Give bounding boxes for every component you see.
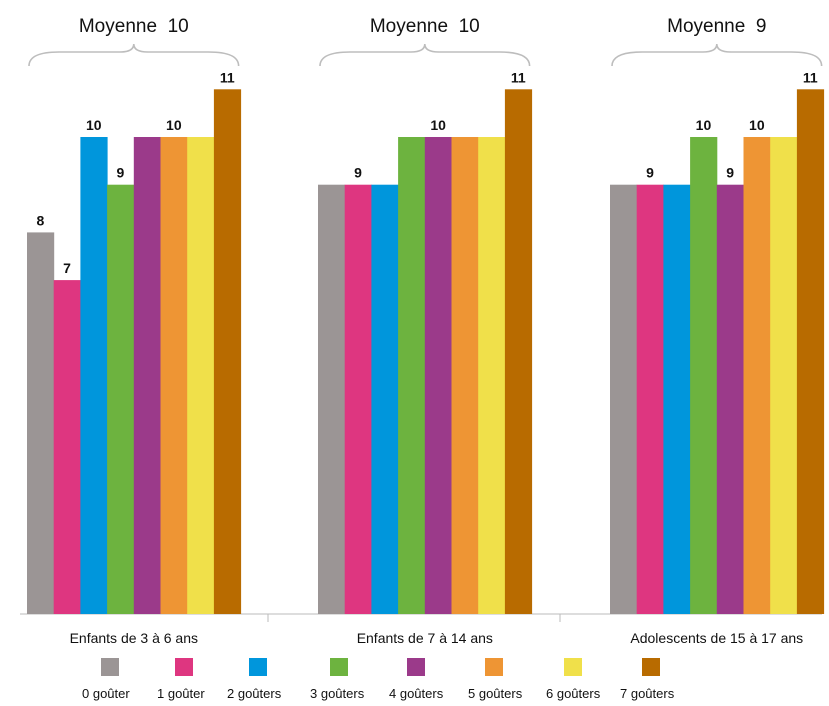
bar-5-goûters <box>743 137 771 614</box>
bar-1-goûter <box>53 280 81 614</box>
data-label: 10 <box>430 117 446 133</box>
legend-item: 0 goûter <box>0 656 130 706</box>
bar-1-goûter <box>344 184 372 614</box>
category-label: Adolescents de 15 à 17 ans <box>630 630 803 646</box>
legend-label: 3 goûters <box>310 686 365 701</box>
data-label: 10 <box>166 117 182 133</box>
legend-label: 1 goûter <box>157 686 205 701</box>
bar-7-goûters <box>796 89 825 615</box>
data-label: 9 <box>354 165 362 181</box>
bar-4-goûters <box>716 184 744 614</box>
category-label: Enfants de 3 à 6 ans <box>70 630 198 646</box>
bar-3-goûters <box>690 137 718 614</box>
bar-6-goûters <box>478 137 506 614</box>
data-label: 9 <box>117 165 125 181</box>
group-brace <box>611 43 823 67</box>
bar-5-goûters <box>451 137 479 614</box>
group-header: Moyenne 10 <box>370 16 480 37</box>
legend-label: 7 goûters <box>620 686 675 701</box>
data-label: 9 <box>726 165 734 181</box>
legend-swatch <box>564 658 582 676</box>
data-label: 8 <box>36 212 44 228</box>
data-label: 9 <box>646 165 654 181</box>
legend-item: 3 goûters <box>0 656 364 706</box>
legend-label: 0 goûter <box>82 686 130 701</box>
legend-item: 5 goûters <box>0 656 522 706</box>
bar-6-goûters <box>770 137 798 614</box>
legend-item: 6 goûters <box>0 656 600 706</box>
data-label: 10 <box>86 117 102 133</box>
group-brace <box>319 43 531 67</box>
bar-6-goûters <box>187 137 215 614</box>
data-label: 11 <box>511 69 526 85</box>
legend-label: 4 goûters <box>389 686 444 701</box>
legend-label: 6 goûters <box>546 686 601 701</box>
legend-swatch <box>101 658 119 676</box>
data-label: 11 <box>220 69 235 85</box>
group-header: Moyenne 9 <box>667 16 766 37</box>
legend-swatch <box>249 658 267 676</box>
legend-swatch <box>407 658 425 676</box>
legend-item: 7 goûters <box>0 656 674 706</box>
bar-0-goûter <box>318 184 346 614</box>
group-header: Moyenne 10 <box>79 16 189 37</box>
group-brace <box>28 43 240 67</box>
legend-item: 1 goûter <box>0 656 205 706</box>
bar-5-goûters <box>160 137 188 614</box>
bar-7-goûters <box>504 89 533 615</box>
bar-4-goûters <box>133 137 161 614</box>
legend-item: 4 goûters <box>0 656 443 706</box>
bar-4-goûters <box>424 137 452 614</box>
bar-0-goûter <box>27 232 55 614</box>
legend: 0 goûter 1 goûter 2 goûters 3 goûters 4 goût… <box>0 656 829 706</box>
legend-swatch <box>485 658 503 676</box>
bar-3-goûters <box>107 184 135 614</box>
bar-7-goûters <box>213 89 242 615</box>
legend-label: 5 goûters <box>468 686 523 701</box>
legend-label: 2 goûters <box>227 686 282 701</box>
bar-2-goûters <box>371 184 399 614</box>
bar-0-goûter <box>610 184 638 614</box>
bar-3-goûters <box>398 137 426 614</box>
legend-swatch <box>175 658 193 676</box>
bar-1-goûter <box>636 184 664 614</box>
category-label: Enfants de 7 à 14 ans <box>357 630 493 646</box>
data-label: 7 <box>63 260 71 276</box>
legend-item: 2 goûters <box>0 656 281 706</box>
data-label: 10 <box>696 117 712 133</box>
data-label: 10 <box>749 117 765 133</box>
bar-2-goûters <box>80 137 108 614</box>
legend-swatch <box>330 658 348 676</box>
bar-chart: Moyenne 10 8 7 10 9 10 11 Enfants de 3 à 6 ans M… <box>20 16 825 646</box>
legend-swatch <box>642 658 660 676</box>
data-label: 11 <box>803 69 818 85</box>
bar-2-goûters <box>663 184 691 614</box>
